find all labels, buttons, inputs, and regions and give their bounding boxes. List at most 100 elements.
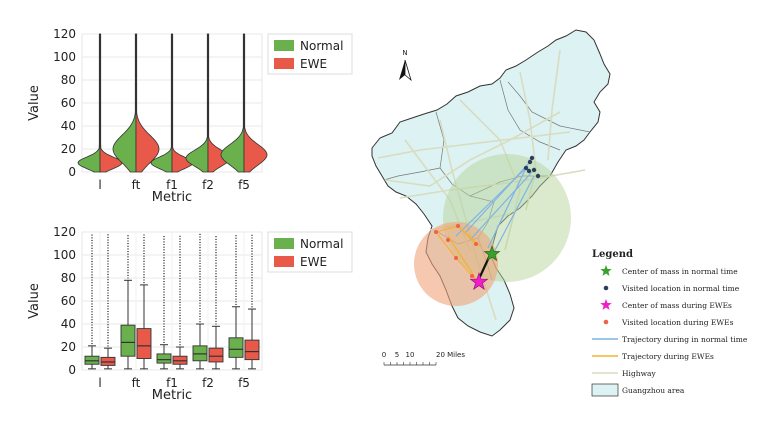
box-Normal-f1: [156, 353, 172, 364]
x-tick-label: ft: [132, 376, 141, 390]
outliers: [163, 236, 165, 343]
legend-label: Normal: [300, 39, 343, 53]
highway: [547, 49, 561, 161]
north-arrow-icon: [404, 59, 412, 82]
violin-ewe-f5: [243, 33, 268, 173]
map-legend-label: Highway: [622, 369, 656, 378]
outliers: [179, 235, 181, 346]
legend-swatch: [274, 40, 294, 51]
x-tick-label: f5: [238, 376, 250, 390]
ewe-visited-location: [446, 238, 450, 242]
legend-swatch: [274, 256, 294, 267]
outliers: [251, 234, 253, 308]
box-EWE-f2: [208, 347, 224, 363]
legend-symbol: [603, 285, 609, 291]
map-panel: [371, 29, 619, 397]
normal-trajectory: [465, 161, 531, 233]
map-legend-label: Visited location during EWEs: [621, 318, 734, 327]
normal-visited-location: [529, 155, 535, 161]
x-tick-label: f1: [166, 376, 178, 390]
box-EWE-f5: [244, 339, 260, 361]
scale-label: 5: [395, 351, 399, 359]
y-tick-label: 120: [53, 225, 76, 239]
legend-symbol: [591, 383, 619, 397]
legend-symbol: [603, 319, 609, 325]
x-tick-label: ft: [132, 178, 141, 192]
normal-trajectory: [469, 171, 533, 241]
box-EWE-ft: [136, 328, 152, 359]
violin-normal-f5: [220, 33, 245, 173]
center-mass-normal: [483, 245, 501, 262]
ewe-trajectory: [455, 257, 479, 283]
legend-label: Normal: [300, 237, 343, 251]
x-tick-label: l: [98, 376, 101, 390]
y-tick-label: 40: [61, 317, 76, 331]
y-tick-label: 120: [53, 27, 76, 41]
outliers: [143, 234, 145, 284]
violin-normal-f1: [150, 33, 173, 173]
y-tick-label: 60: [61, 294, 76, 308]
y-tick-label: 0: [68, 363, 76, 377]
y-tick-label: 20: [61, 340, 76, 354]
scale-label: 20 Miles: [436, 351, 465, 359]
normal-visited-location: [526, 168, 532, 174]
ewe-visited-location: [434, 230, 438, 234]
violin-normal-ft: [112, 33, 137, 173]
ewe-visited-location: [474, 242, 478, 246]
x-axis-label: Metric: [152, 190, 192, 205]
x-tick-label: f2: [202, 178, 214, 192]
legend-swatch: [274, 238, 294, 249]
x-tick-label: l: [98, 178, 101, 192]
ewe-trajectory: [435, 225, 459, 233]
y-tick-label: 80: [61, 73, 76, 87]
outliers: [127, 235, 129, 279]
y-tick-label: 60: [61, 96, 76, 110]
map-legend-label: Center of mass in normal time: [622, 267, 738, 276]
outliers: [91, 234, 93, 345]
outliers: [215, 236, 217, 325]
ewe-visited-location: [454, 256, 458, 260]
map-legend-label: Center of mass during EWEs: [622, 301, 732, 310]
district-border: [507, 81, 591, 133]
map-legend-label: Guangzhou area: [622, 386, 685, 395]
ewe-trajectory: [435, 231, 457, 259]
x-axis-label: Metric: [152, 388, 192, 403]
map-legend-label: Visited location in normal time: [621, 284, 740, 293]
legend-label: EWE: [300, 255, 327, 269]
y-tick-label: 80: [61, 271, 76, 285]
ewe-visited-location: [456, 224, 460, 228]
north-label: N: [402, 49, 407, 57]
map-legend-label: Trajectory during EWEs: [622, 352, 714, 361]
normal-trajectory: [491, 175, 535, 257]
normal-visited-location: [523, 165, 529, 171]
box-Normal-ft: [120, 324, 136, 357]
outliers: [199, 233, 201, 323]
scale-label: 0: [382, 351, 386, 359]
y-tick-label: 100: [53, 50, 76, 64]
legend-symbol: [600, 265, 612, 276]
normal-visited-location: [535, 173, 541, 179]
normal-trajectory: [487, 167, 527, 249]
violin-ewe-l: [99, 33, 123, 173]
ewe-visited-location: [470, 274, 474, 278]
district-border: [383, 167, 441, 181]
y-tick-label: 40: [61, 119, 76, 133]
map-legend-title: Legend: [592, 249, 633, 260]
x-tick-label: f1: [166, 178, 178, 192]
violin-normal-f2: [185, 33, 209, 173]
y-tick-label: 0: [68, 165, 76, 179]
normal-visited-location: [531, 167, 537, 173]
district-border: [499, 79, 561, 151]
legend-symbol: [600, 299, 612, 310]
north-arrow-icon: [399, 60, 405, 80]
outliers: [235, 235, 237, 305]
violin-ewe-ft: [135, 33, 160, 173]
box-Normal-f5: [228, 337, 244, 358]
x-tick-label: f5: [238, 178, 250, 192]
highway: [384, 111, 561, 187]
violin-normal-l: [77, 33, 101, 173]
y-tick-label: 100: [53, 248, 76, 262]
y-tick-label: 20: [61, 142, 76, 156]
y-axis-label: Value: [27, 85, 42, 121]
legend-swatch: [274, 58, 294, 69]
